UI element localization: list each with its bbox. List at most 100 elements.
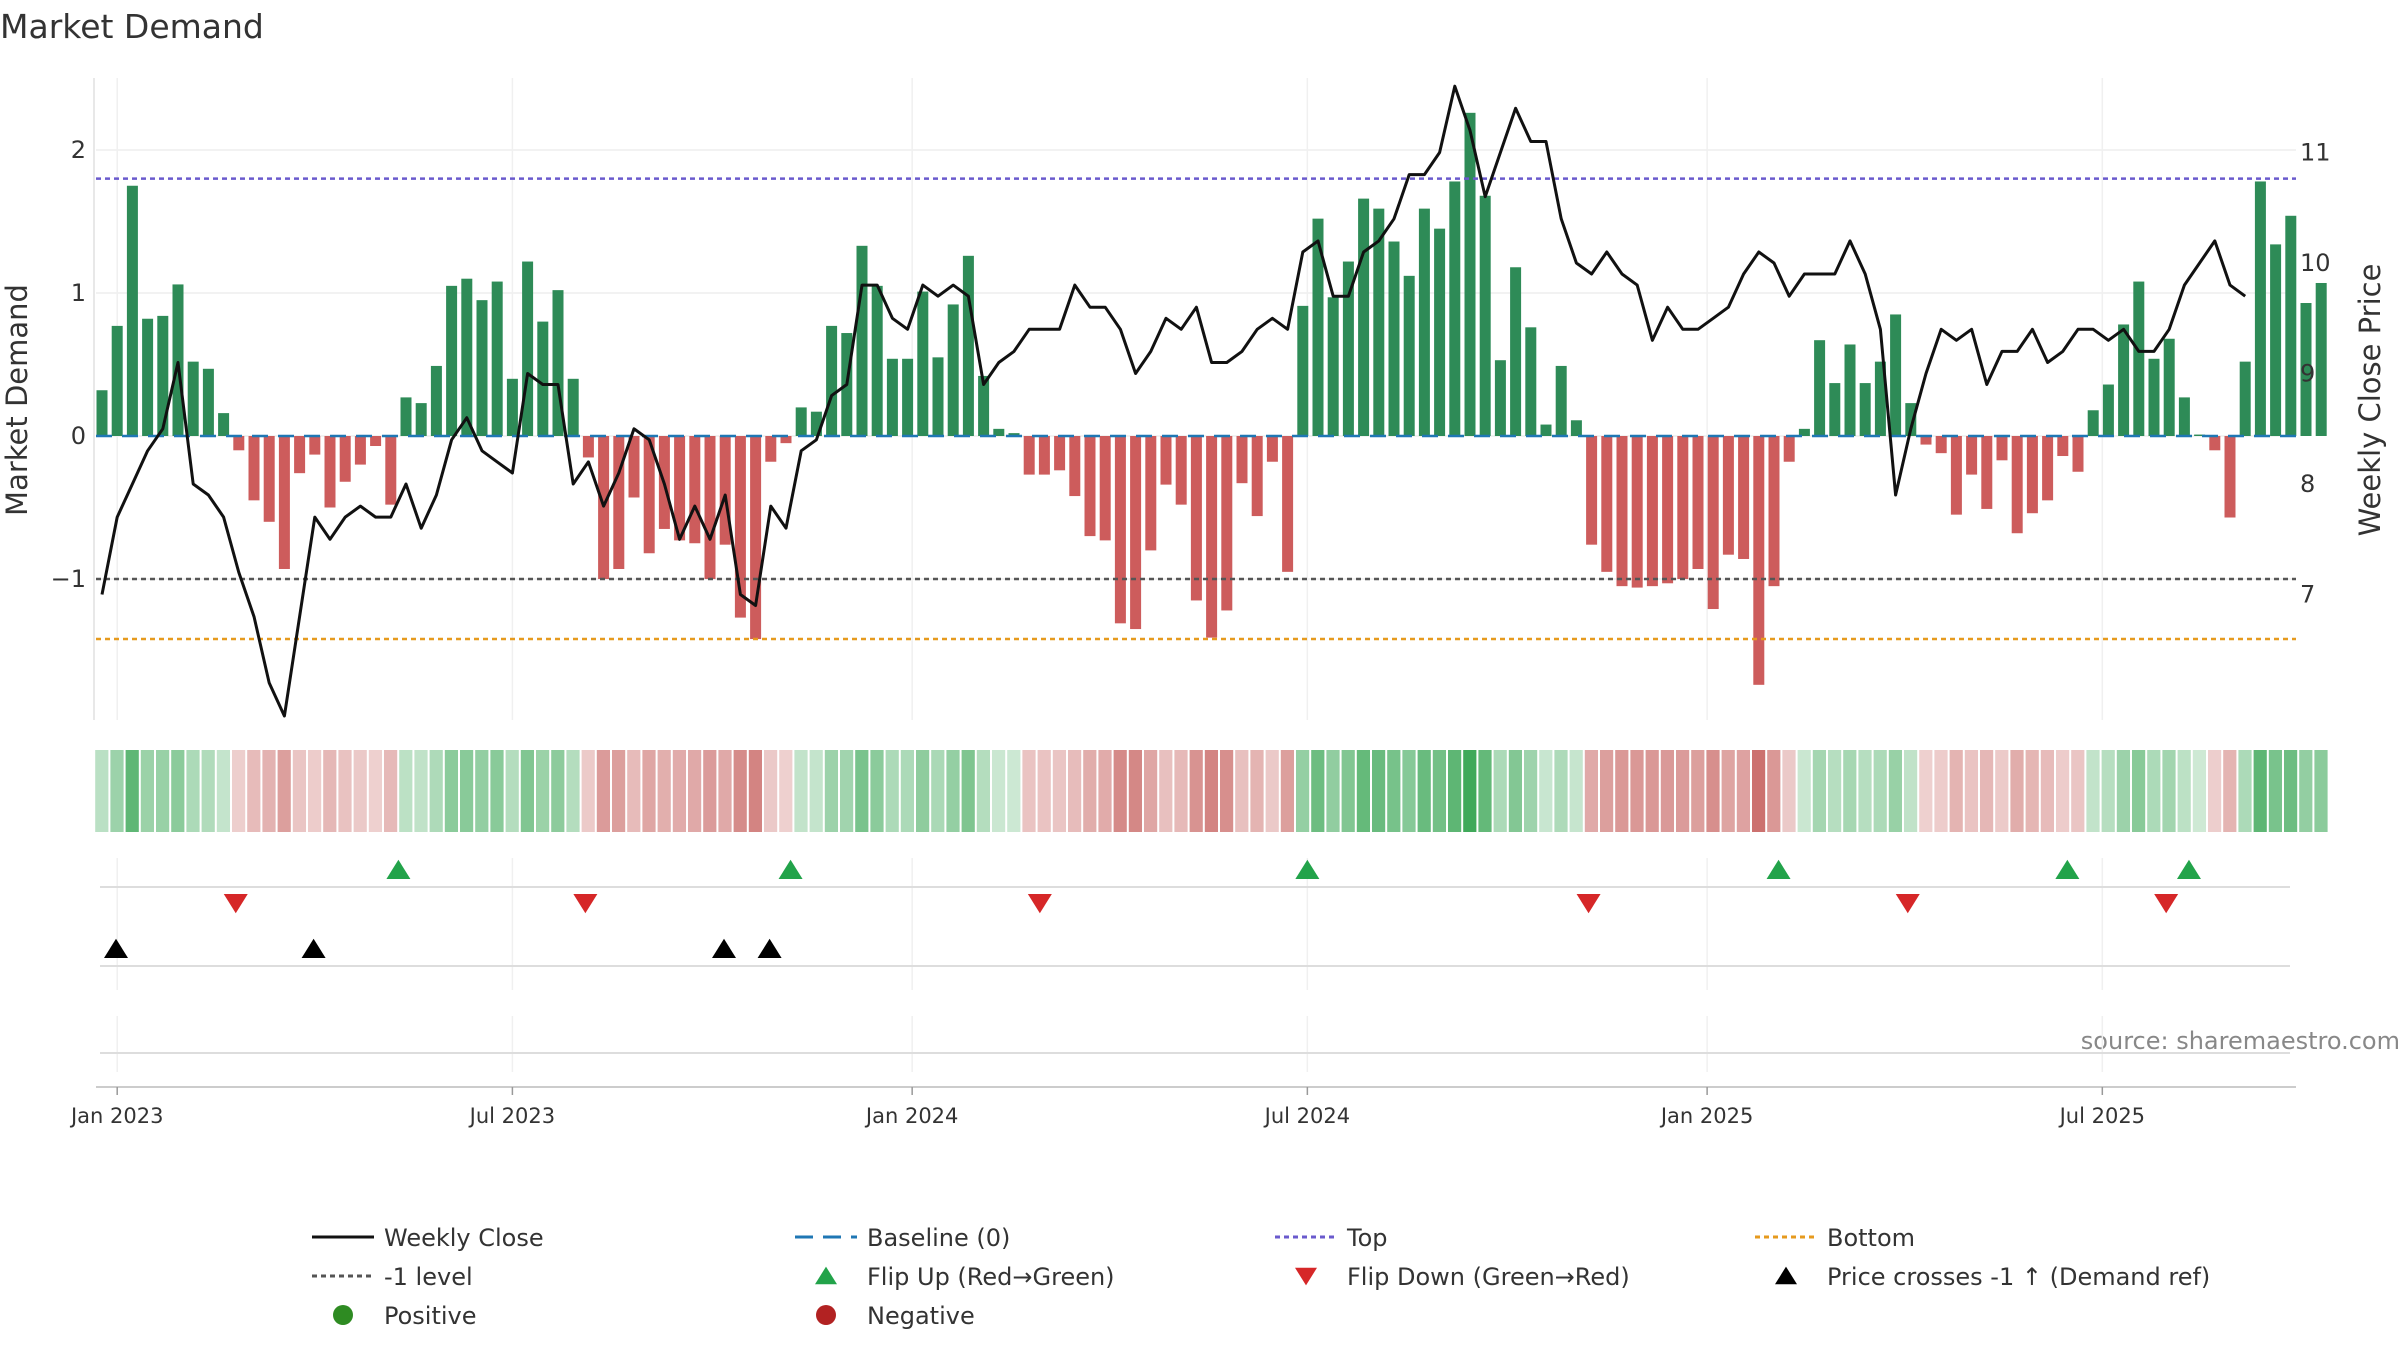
heat-cell [2086, 750, 2100, 832]
heat-cell [1007, 750, 1021, 832]
demand-bar [1738, 436, 1750, 559]
legend-symbol [816, 1305, 836, 1325]
heat-cell [1463, 750, 1477, 832]
heat-cell [612, 750, 626, 832]
heat-cell [1144, 750, 1158, 832]
heat-cell [1888, 750, 1902, 832]
heat-cell [703, 750, 717, 832]
weekly-close-line [100, 84, 2247, 718]
heat-cell [2177, 750, 2191, 832]
heat-cell [323, 750, 337, 832]
heat-cell [1949, 750, 1963, 832]
heat-cell [672, 750, 686, 832]
heat-cell [1843, 750, 1857, 832]
flip-down-marker [1895, 894, 1920, 914]
demand-bar [2315, 282, 2327, 436]
heat-cell [460, 750, 474, 832]
heat-cell [2010, 750, 2024, 832]
demand-bar [1510, 267, 1522, 436]
heat-cell [2268, 750, 2282, 832]
heat-cell [1159, 750, 1173, 832]
heat-cell [900, 750, 914, 832]
demand-bar [674, 436, 686, 541]
heat-cell [308, 750, 322, 832]
heat-cell [1296, 750, 1310, 832]
demand-bar [1950, 436, 1962, 515]
heat-cell [216, 750, 230, 832]
heat-cell [1250, 750, 1264, 832]
demand-bar [476, 300, 488, 436]
demand-bar [1145, 436, 1157, 551]
demand-bar [278, 436, 290, 569]
heat-cell [520, 750, 534, 832]
demand-bar [2011, 436, 2023, 534]
heat-cell [232, 750, 246, 832]
heat-cell [1964, 750, 1978, 832]
heat-cell [1904, 750, 1918, 832]
heat-cell [444, 750, 458, 832]
demand-bar [2239, 361, 2251, 436]
y2-tick-label: 11 [2300, 139, 2331, 167]
demand-bar [1829, 383, 1841, 436]
demand-bar [750, 436, 762, 640]
flip-down-marker [1576, 894, 1601, 914]
y2-tick-label: 10 [2300, 249, 2331, 277]
demand-bar [1388, 241, 1400, 436]
heat-cell [201, 750, 215, 832]
demand-bar [1114, 436, 1126, 624]
demand-bar [902, 358, 914, 436]
heat-cell [1812, 750, 1826, 832]
heat-cell [171, 750, 185, 832]
demand-bar [1312, 218, 1324, 436]
x-tick-label: Jan 2023 [69, 1104, 164, 1128]
heat-cell [1736, 750, 1750, 832]
demand-bar [795, 407, 807, 436]
demand-bar [552, 290, 564, 436]
demand-bar [1996, 436, 2008, 461]
demand-bar [248, 436, 260, 501]
reference-lines [96, 177, 2296, 641]
heat-cell [642, 750, 656, 832]
heat-cell [2238, 750, 2252, 832]
price-cross-marker [104, 938, 128, 958]
demand-bar [1768, 436, 1780, 587]
heat-cell [840, 750, 854, 832]
y-tick-label: 1 [71, 279, 86, 307]
demand-bar [1920, 436, 1932, 445]
heat-cell [870, 750, 884, 832]
legend-label: Weekly Close [384, 1224, 544, 1252]
demand-bar [993, 428, 1005, 436]
demand-bar [704, 436, 716, 579]
heat-cell [1387, 750, 1401, 832]
demand-bar [491, 281, 503, 436]
demand-bar [947, 304, 959, 436]
demand-bar [978, 375, 990, 436]
heat-cell [1919, 750, 1933, 832]
heat-cell [1265, 750, 1279, 832]
demand-bar [1282, 436, 1294, 572]
heat-cell [1858, 750, 1872, 832]
heat-cell [1068, 750, 1082, 832]
demand-bar [2194, 434, 2206, 436]
demand-bar [1981, 436, 1993, 509]
heat-cell [292, 750, 306, 832]
heat-cell [277, 750, 291, 832]
heat-cell [764, 750, 778, 832]
demand-bar [537, 321, 549, 436]
demand-bar [1479, 195, 1491, 436]
flip-up-marker [2055, 859, 2080, 879]
demand-bar [1130, 436, 1142, 630]
flip-up-marker [1295, 859, 1320, 879]
demand-bar [567, 378, 579, 436]
heat-cell [262, 750, 276, 832]
heat-cell [824, 750, 838, 832]
demand-bar [339, 436, 351, 482]
demand-bar [1692, 436, 1704, 569]
flip-down-marker [223, 894, 248, 914]
demand-bar [2026, 436, 2038, 514]
legend-label: -1 level [384, 1263, 473, 1291]
legend-symbol [1295, 1267, 1317, 1286]
heat-cell [1326, 750, 1340, 832]
demand-bar [1373, 208, 1385, 436]
demand-bar [1586, 436, 1598, 545]
